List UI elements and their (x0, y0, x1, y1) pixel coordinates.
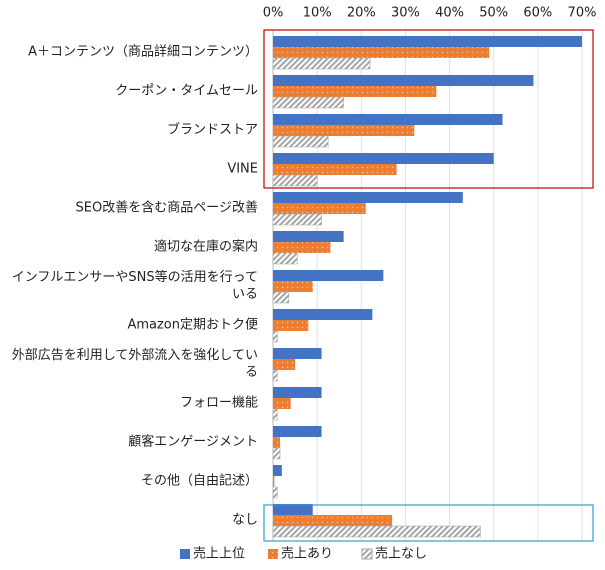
bar (272, 330, 278, 343)
bar (273, 36, 582, 47)
bar (273, 320, 309, 331)
legend-swatch (180, 549, 190, 559)
highlight-box (263, 29, 594, 189)
bar (272, 174, 318, 187)
y-tick-label: フォロー機能 (179, 395, 258, 411)
bar (273, 153, 494, 164)
legend-label: 売上なし (375, 546, 427, 562)
legend-swatch (268, 549, 278, 559)
bar (272, 252, 298, 265)
x-tick-label: 30% (391, 6, 420, 21)
bar (273, 231, 344, 242)
y-tick-label: Amazon定期おトク便 (127, 317, 258, 333)
bar (272, 369, 278, 382)
legend-label: 売上あり (281, 546, 333, 562)
bar (273, 437, 281, 448)
bar (272, 486, 278, 499)
y-tick-label: ブランドストア (166, 122, 258, 138)
bar (273, 114, 503, 125)
bar (273, 47, 490, 58)
bar (272, 213, 322, 226)
legend-swatch (361, 548, 373, 560)
bar (272, 57, 371, 70)
bar (272, 135, 329, 148)
bar (272, 408, 278, 421)
bar (273, 75, 534, 86)
y-tick-label: 顧客エンゲージメント (128, 434, 258, 450)
bar (272, 447, 281, 460)
bar (273, 281, 313, 292)
y-tick-label: SEO改善を含む商品ページ改善 (75, 200, 258, 216)
y-tick-label: その他（自由記述） (140, 473, 258, 489)
bar (273, 348, 322, 359)
y-tick-label: VINE (227, 161, 258, 177)
bar (273, 192, 463, 203)
highlight-box (263, 504, 594, 542)
bar (273, 359, 296, 370)
bar (273, 203, 366, 214)
x-tick-label: 10% (303, 6, 332, 21)
bar (272, 525, 481, 538)
bar (272, 291, 290, 304)
x-tick-label: 20% (347, 6, 376, 21)
bar (273, 164, 397, 175)
bar (273, 515, 393, 526)
bar (273, 125, 415, 136)
x-tick-label: 40% (435, 6, 464, 21)
bar (273, 270, 384, 281)
y-tick-label: A＋コンテンツ（商品詳細コンテンツ） (28, 44, 258, 60)
bar (273, 465, 282, 476)
y-tick-label: なし (231, 512, 258, 528)
bar (273, 242, 331, 253)
bar (273, 387, 322, 398)
bar (273, 309, 373, 320)
x-tick-label: 60% (523, 6, 552, 21)
bar (273, 426, 322, 437)
y-tick-label: クーポン・タイムセール (115, 83, 258, 99)
bar (273, 398, 291, 409)
x-tick-label: 70% (568, 6, 597, 21)
y-tick-label: 適切な在庫の案内 (153, 239, 258, 255)
y-tick-label: 外部広告を利用して外部流入を強化している (11, 348, 258, 380)
bar (272, 96, 344, 109)
bar (273, 504, 313, 515)
bar (273, 476, 275, 487)
legend-label: 売上上位 (193, 546, 245, 562)
y-tick-label: インフルエンサーやSNS等の活用を行っている (11, 270, 258, 302)
bar (273, 86, 437, 97)
x-tick-label: 50% (479, 6, 508, 21)
x-tick-label: 0% (263, 6, 284, 21)
